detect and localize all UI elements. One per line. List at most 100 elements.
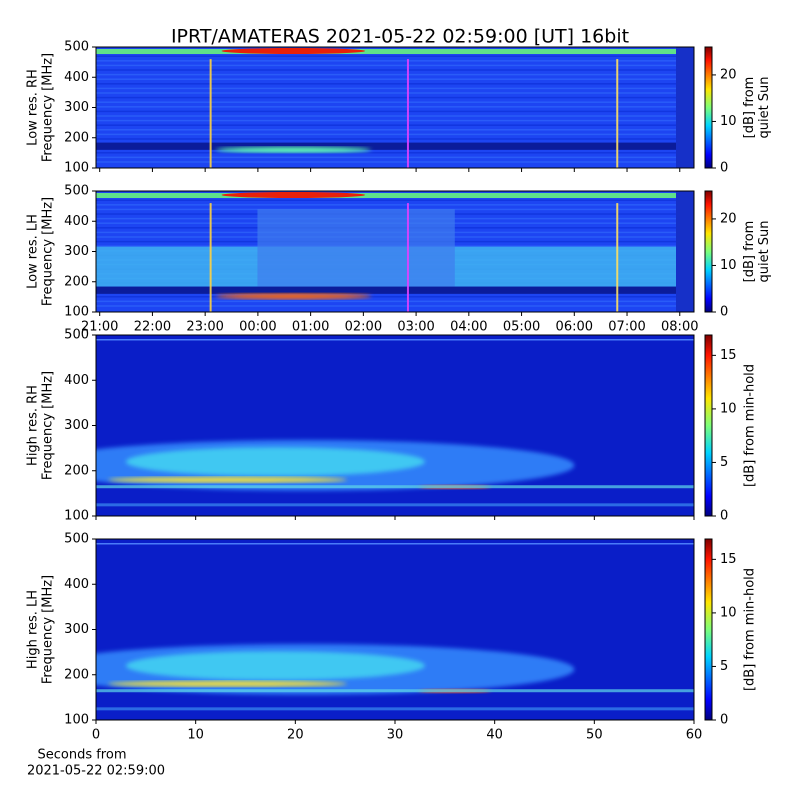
stripe (96, 300, 694, 303)
x-tick-label: 03:00 (397, 320, 434, 335)
colorbar-tick-label: 5 (720, 455, 728, 470)
stripe (96, 129, 694, 131)
stripe (96, 106, 694, 108)
stripe (96, 199, 694, 201)
right-edge (676, 47, 694, 168)
x-tick-label: 08:00 (661, 320, 698, 335)
burst-line (209, 203, 212, 312)
colorbar-tick-label: 0 (720, 713, 728, 728)
colorbar-label: [dB] from (742, 221, 757, 283)
colorbar-tick-label: 10 (720, 114, 737, 129)
stripe (96, 60, 694, 62)
colorbar-tick-label: 10 (720, 605, 737, 620)
stripe (96, 87, 694, 90)
emission (107, 476, 348, 483)
dark-band (96, 286, 694, 294)
colorbar-tick-label: 10 (720, 401, 737, 416)
burst-line (209, 59, 212, 168)
y-tick-label: 400 (64, 214, 89, 229)
spectrogram-layer (96, 539, 694, 720)
x-tick-label: 40 (486, 728, 503, 743)
hot-edge (221, 192, 366, 198)
x-tick-label: 30 (387, 728, 404, 743)
stripe (96, 138, 694, 140)
y-axis-label: Frequency [MHz] (41, 575, 56, 684)
x-tick-label: 50 (586, 728, 603, 743)
x-tick-label: 04:00 (450, 320, 487, 335)
y-axis-label: Low res. LH (26, 214, 41, 289)
dark-band (96, 142, 694, 150)
x-tick-label: 60 (686, 728, 703, 743)
y-tick-label: 200 (64, 274, 89, 289)
x-tick-label: 06:00 (556, 320, 593, 335)
colorbar-tick-label: 0 (720, 161, 728, 176)
stripe (96, 119, 694, 122)
stripe (96, 83, 694, 85)
stripe (96, 156, 694, 159)
y-axis-label: Low res. RH (26, 69, 41, 146)
x-tick-label: 0 (92, 728, 100, 743)
y-tick-label: 400 (64, 577, 89, 592)
x-tick-label: 01:00 (292, 320, 329, 335)
y-tick-label: 300 (64, 100, 89, 115)
x-tick-label: 00:00 (239, 320, 276, 335)
colorbar-label: quiet Sun (757, 220, 772, 282)
x-tick-label: 02:00 (345, 320, 382, 335)
colorbar-tick-label: 10 (720, 258, 737, 273)
colorbar-tick-label: 20 (720, 211, 737, 226)
y-tick-label: 100 (64, 509, 89, 524)
colorbar-tick-label: 15 (720, 552, 737, 567)
y-tick-label: 400 (64, 70, 89, 85)
stripe (96, 96, 694, 99)
x-tick-label: 23:00 (186, 320, 223, 335)
emission (107, 680, 348, 687)
x-axis-label: Seconds from (37, 748, 126, 763)
spectrogram-layer (96, 47, 694, 168)
stripe (96, 133, 694, 136)
y-tick-label: 500 (64, 532, 89, 547)
burst-line (406, 59, 409, 168)
colorbar-label: [dB] from min-hold (743, 568, 758, 691)
band (96, 689, 694, 693)
spectrogram-layer (96, 335, 694, 516)
colorbar (704, 538, 713, 721)
colorbar-tick-label: 0 (720, 509, 728, 524)
stripe (96, 204, 694, 206)
band (96, 707, 694, 711)
stripe (96, 305, 694, 307)
y-tick-label: 300 (64, 622, 89, 637)
stripe (96, 161, 694, 163)
colorbar (704, 334, 713, 517)
colorbar-tick-label: 5 (720, 659, 728, 674)
top-edge (96, 49, 694, 54)
colorbar (704, 46, 713, 169)
colorbar-label: [dB] from (742, 77, 757, 139)
y-tick-label: 500 (64, 40, 89, 55)
y-tick-label: 300 (64, 244, 89, 259)
emission (125, 651, 425, 681)
stripe (96, 101, 694, 103)
stripe (96, 73, 694, 76)
stripe (96, 78, 694, 80)
x-tick-label: 10 (187, 728, 204, 743)
band (96, 503, 694, 507)
x-tick-label: 20 (287, 728, 304, 743)
burst (215, 293, 372, 300)
x-tick-label: 22:00 (134, 320, 171, 335)
y-axis-label: Frequency [MHz] (41, 197, 56, 306)
band (257, 209, 455, 288)
spectrogram-image (96, 191, 694, 312)
x-tick-label: 21:00 (81, 320, 118, 335)
stripe (96, 69, 694, 71)
stripe (96, 92, 694, 94)
y-axis-label: Frequency [MHz] (41, 371, 56, 480)
y-tick-label: 200 (64, 130, 89, 145)
x-axis-label: 2021-05-22 02:59:00 (27, 764, 165, 779)
y-tick-label: 500 (64, 328, 89, 343)
colorbar-tick-label: 0 (720, 305, 728, 320)
burst-line (406, 203, 409, 312)
y-axis-label: High res. RH (26, 385, 41, 466)
stripe (96, 124, 694, 126)
top-line (96, 543, 694, 545)
burst (215, 146, 372, 153)
